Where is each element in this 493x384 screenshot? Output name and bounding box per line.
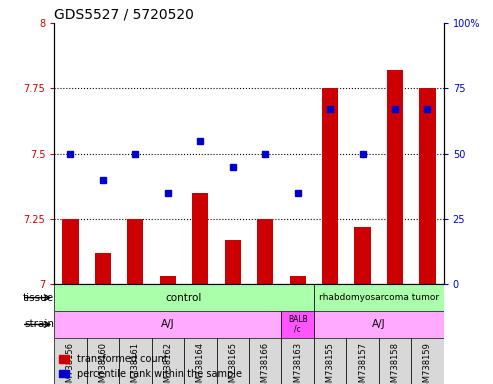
Bar [160, 276, 176, 284]
Text: A/J: A/J [161, 319, 175, 329]
Text: GSM738165: GSM738165 [228, 342, 237, 384]
Bar [119, 338, 151, 384]
Bar [87, 338, 119, 384]
Bar [54, 338, 87, 384]
Text: GSM738160: GSM738160 [99, 342, 107, 384]
Bar [54, 284, 314, 311]
Text: control: control [166, 293, 202, 303]
Text: GSM738157: GSM738157 [358, 342, 367, 384]
Text: GSM738155: GSM738155 [325, 342, 335, 384]
Bar [322, 88, 338, 284]
Bar [354, 227, 371, 284]
Bar [95, 253, 111, 284]
Text: GSM738164: GSM738164 [196, 342, 205, 384]
Bar [127, 219, 143, 284]
Bar [257, 219, 273, 284]
Bar [314, 284, 444, 311]
Bar [192, 193, 209, 284]
Text: GDS5527 / 5720520: GDS5527 / 5720520 [54, 8, 194, 22]
Bar [151, 338, 184, 384]
Legend: transformed count, percentile rank within the sample: transformed count, percentile rank withi… [59, 354, 242, 379]
Text: GSM738166: GSM738166 [261, 342, 270, 384]
Bar [249, 338, 282, 384]
Text: BALB
/c: BALB /c [288, 315, 308, 334]
Bar [411, 338, 444, 384]
Bar [420, 88, 436, 284]
Bar [346, 338, 379, 384]
Text: GSM738163: GSM738163 [293, 342, 302, 384]
Text: GSM738158: GSM738158 [390, 342, 399, 384]
Text: tissue: tissue [23, 293, 54, 303]
Bar [289, 276, 306, 284]
Bar [282, 311, 314, 338]
Bar [314, 338, 346, 384]
Bar [387, 70, 403, 284]
Text: rhabdomyosarcoma tumor: rhabdomyosarcoma tumor [319, 293, 439, 302]
Bar [282, 338, 314, 384]
Bar [62, 219, 78, 284]
Text: A/J: A/J [372, 319, 386, 329]
Text: GSM738161: GSM738161 [131, 342, 140, 384]
Text: strain: strain [24, 319, 54, 329]
Bar [225, 240, 241, 284]
Text: GSM738159: GSM738159 [423, 342, 432, 384]
Bar [314, 311, 444, 338]
Bar [216, 338, 249, 384]
Bar [379, 338, 411, 384]
Bar [184, 338, 216, 384]
Bar [54, 311, 282, 338]
Text: GSM738162: GSM738162 [163, 342, 173, 384]
Text: GSM738156: GSM738156 [66, 342, 75, 384]
